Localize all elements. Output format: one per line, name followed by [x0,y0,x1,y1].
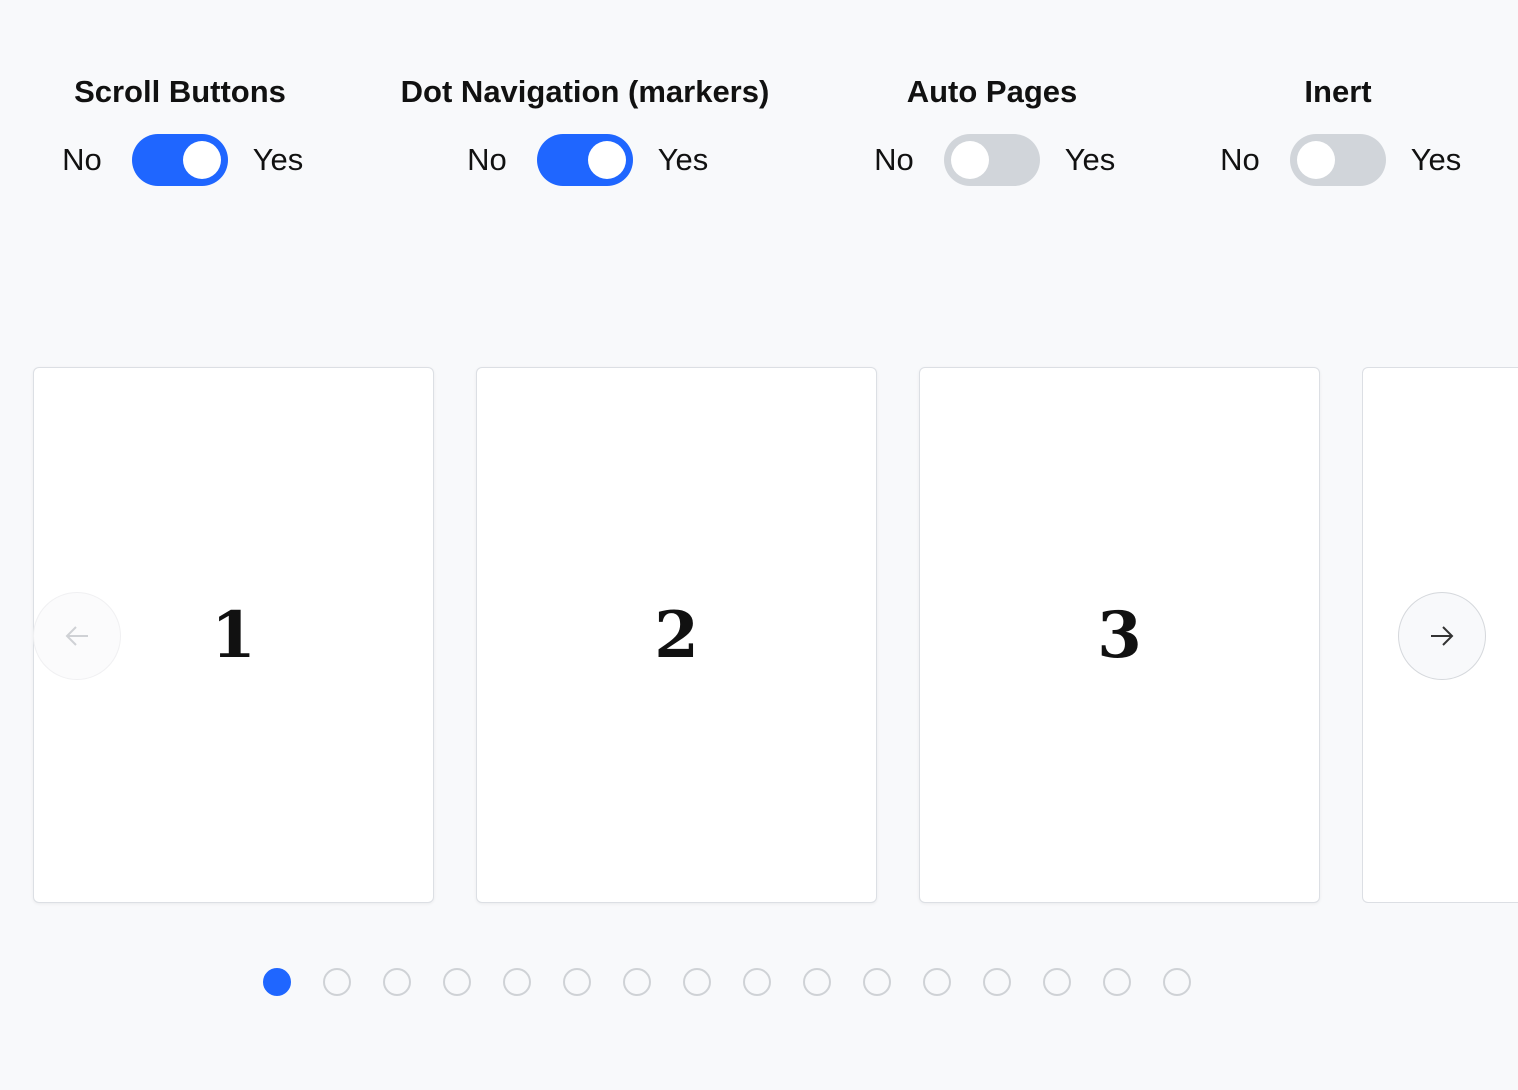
yes-label: Yes [252,142,304,177]
dot-marker[interactable] [1103,968,1131,996]
toggle-group-title: Auto Pages [906,74,1078,109]
carousel-slide: 3 [919,367,1320,903]
toggle-switch[interactable] [1290,134,1386,186]
slide-number: 1 [211,597,256,673]
dot-marker[interactable] [323,968,351,996]
toggle-group: Inert No Yes [1168,70,1508,186]
toggle-group: Dot Navigation (markers) No Yes [375,70,795,186]
dot-marker[interactable] [1043,968,1071,996]
dot-marker[interactable] [743,968,771,996]
dot-marker[interactable] [983,968,1011,996]
dot-marker[interactable] [443,968,471,996]
dot-marker[interactable] [563,968,591,996]
toggle-group-title: Dot Navigation (markers) [400,74,770,109]
toggle-knob [588,141,626,179]
arrow-left-icon [65,626,88,646]
dot-marker[interactable] [263,968,291,996]
dot-marker[interactable] [503,968,531,996]
yes-label: Yes [657,142,709,177]
slide-number: 3 [1097,597,1142,673]
toggle-group: Scroll Buttons No Yes [10,70,350,186]
toggle-group-title: Scroll Buttons [74,74,286,109]
no-label: No [467,142,507,177]
toggle-knob [183,141,221,179]
no-label: No [874,142,914,177]
toggle-switch[interactable] [132,134,228,186]
dot-marker[interactable] [923,968,951,996]
scroll-next-button[interactable] [1398,592,1486,680]
dot-marker[interactable] [683,968,711,996]
toggle-switch[interactable] [944,134,1040,186]
toggle-knob [951,141,989,179]
dot-marker[interactable] [1163,968,1191,996]
yes-label: Yes [1064,142,1116,177]
dot-marker[interactable] [383,968,411,996]
carousel-slide: 2 [476,367,877,903]
no-label: No [62,142,102,177]
arrow-right-icon [1431,626,1454,646]
dot-marker[interactable] [803,968,831,996]
dot-marker[interactable] [863,968,891,996]
dot-navigation [263,968,1191,996]
dot-marker[interactable] [623,968,651,996]
toggle-group-title: Inert [1304,74,1372,109]
scroll-prev-button[interactable] [33,592,121,680]
slide-number: 2 [654,597,699,673]
toggle-switch[interactable] [537,134,633,186]
toggle-knob [1297,141,1335,179]
yes-label: Yes [1410,142,1462,177]
toggle-group: Auto Pages No Yes [822,70,1162,186]
no-label: No [1220,142,1260,177]
